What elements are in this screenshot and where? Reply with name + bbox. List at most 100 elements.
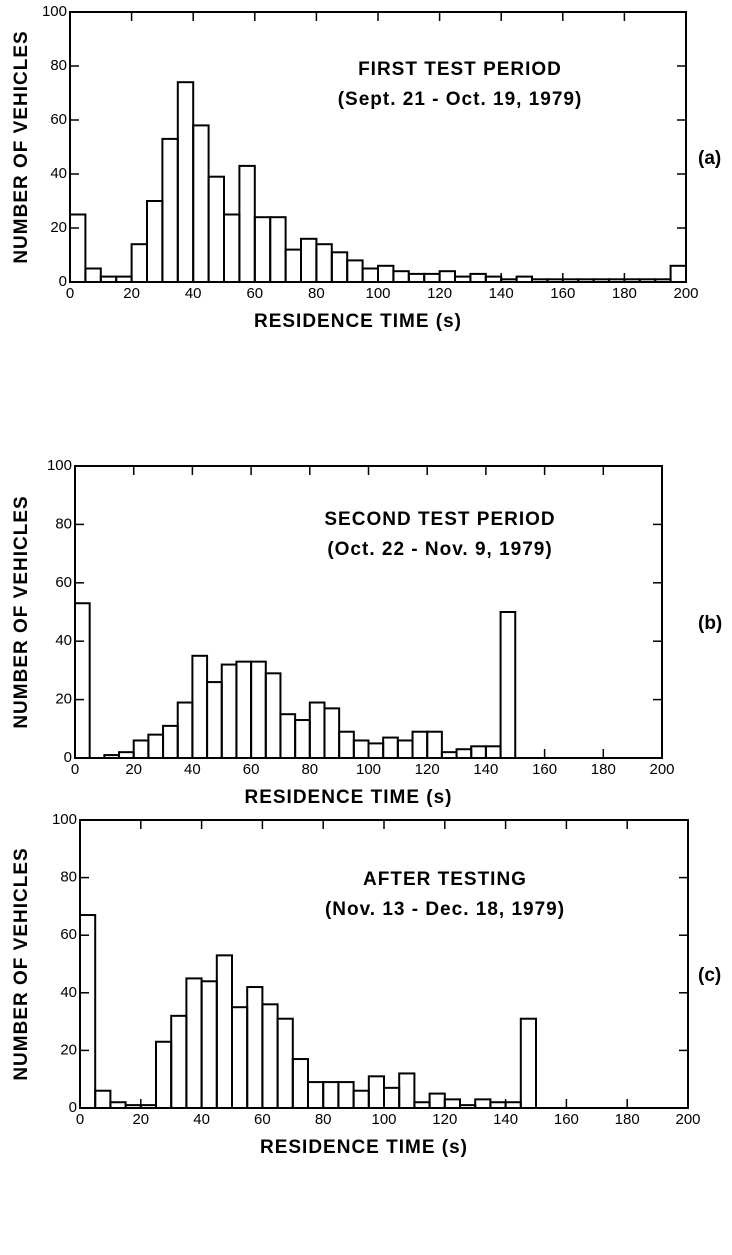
histogram-bar xyxy=(322,1081,340,1109)
histogram-bar xyxy=(438,270,457,284)
histogram-bar xyxy=(84,267,102,283)
y-tick-label: 40 xyxy=(55,632,72,649)
histogram-bar xyxy=(279,713,297,760)
histogram-bar xyxy=(246,986,264,1109)
histogram-bar xyxy=(455,748,473,759)
panel-label: (b) xyxy=(698,613,722,634)
histogram-bar xyxy=(250,660,267,760)
y-axis-label: NUMBER OF VEHICLES xyxy=(11,495,32,728)
histogram-bar xyxy=(146,200,164,283)
histogram-bar xyxy=(261,1003,279,1110)
x-tick-label: 160 xyxy=(550,285,575,302)
histogram-bar xyxy=(330,251,349,284)
y-tick-label: 100 xyxy=(42,3,67,20)
x-tick-label: 20 xyxy=(125,761,142,778)
histogram-bar xyxy=(411,730,429,759)
y-tick-label: 0 xyxy=(59,273,67,290)
x-tick-label: 0 xyxy=(71,761,79,778)
x-tick-label: 100 xyxy=(371,1111,396,1128)
x-tick-label: 140 xyxy=(473,761,498,778)
histogram-bar xyxy=(367,1075,385,1109)
histogram-bar xyxy=(338,730,355,759)
x-tick-label: 140 xyxy=(493,1111,518,1128)
histogram-bar xyxy=(94,1089,112,1109)
histogram-bar xyxy=(396,739,414,759)
histogram-bar xyxy=(200,980,218,1110)
x-tick-label: 120 xyxy=(427,285,452,302)
histogram-bar xyxy=(300,237,318,284)
x-tick-label: 80 xyxy=(308,285,325,302)
chart-title: SECOND TEST PERIOD xyxy=(324,509,555,530)
histogram-bar xyxy=(337,1081,355,1109)
histogram-bar xyxy=(132,739,150,759)
histogram-bar xyxy=(443,1098,461,1109)
y-tick-label: 40 xyxy=(60,984,77,1001)
y-axis-label: NUMBER OF VEHICLES xyxy=(11,30,32,263)
y-tick-label: 60 xyxy=(60,926,77,943)
x-tick-label: 20 xyxy=(132,1111,149,1128)
chart-subtitle: (Oct. 22 - Nov. 9, 1979) xyxy=(327,539,552,560)
histogram-bar xyxy=(220,663,238,759)
y-tick-label: 80 xyxy=(60,869,77,886)
histogram-bar xyxy=(147,733,165,760)
chart-subtitle: (Sept. 21 - Oct. 19, 1979) xyxy=(338,89,583,110)
chart-title: FIRST TEST PERIOD xyxy=(358,59,562,80)
histogram-bar xyxy=(519,1017,537,1109)
y-tick-label: 80 xyxy=(50,57,67,74)
histogram-bar xyxy=(235,660,253,760)
histogram-bar xyxy=(69,213,87,283)
histogram-bar xyxy=(206,681,223,760)
histogram-bar xyxy=(308,701,326,760)
histogram-bar xyxy=(323,707,341,759)
histogram-bar xyxy=(307,1081,325,1109)
y-tick-label: 20 xyxy=(55,691,72,708)
histogram-bar xyxy=(382,736,399,759)
x-axis-label: RESIDENCE TIME (s) xyxy=(244,787,452,808)
x-tick-label: 120 xyxy=(415,761,440,778)
histogram-bar xyxy=(223,213,241,283)
x-tick-label: 180 xyxy=(612,285,637,302)
histogram-bar xyxy=(423,272,441,283)
histogram-bar xyxy=(176,701,194,760)
x-tick-label: 160 xyxy=(554,1111,579,1128)
histogram-bar xyxy=(398,1072,416,1109)
x-tick-label: 160 xyxy=(532,761,557,778)
y-tick-label: 40 xyxy=(50,165,67,182)
x-tick-label: 140 xyxy=(489,285,514,302)
histogram-bar xyxy=(162,724,179,760)
x-axis-label: RESIDENCE TIME (s) xyxy=(254,311,462,332)
x-tick-label: 0 xyxy=(66,285,74,302)
x-tick-label: 100 xyxy=(356,761,381,778)
histogram-bar xyxy=(474,1098,492,1109)
x-tick-label: 0 xyxy=(76,1111,84,1128)
histogram-bar xyxy=(269,216,287,283)
histogram-bar xyxy=(291,1058,309,1110)
x-tick-label: 180 xyxy=(615,1111,640,1128)
histogram-bar xyxy=(161,137,179,283)
x-axis-label: RESIDENCE TIME (s) xyxy=(260,1137,468,1158)
y-tick-label: 60 xyxy=(50,111,67,128)
histogram-bar xyxy=(361,267,380,283)
histogram-bar xyxy=(392,270,410,284)
histogram-bar xyxy=(215,954,234,1109)
x-tick-label: 80 xyxy=(315,1111,332,1128)
histogram-bar xyxy=(470,745,487,760)
histogram-bar xyxy=(276,1017,294,1109)
histogram-bar xyxy=(79,914,97,1109)
x-tick-label: 200 xyxy=(649,761,674,778)
x-tick-label: 40 xyxy=(185,285,202,302)
x-tick-label: 60 xyxy=(243,761,260,778)
x-tick-label: 180 xyxy=(591,761,616,778)
y-tick-label: 80 xyxy=(55,515,72,532)
histogram-bar xyxy=(383,1086,401,1109)
y-tick-label: 60 xyxy=(55,574,72,591)
histogram-bar xyxy=(192,124,210,284)
x-tick-label: 100 xyxy=(365,285,390,302)
x-tick-label: 60 xyxy=(246,285,263,302)
histogram-bar xyxy=(469,272,487,283)
x-tick-label: 40 xyxy=(184,761,201,778)
x-tick-label: 200 xyxy=(675,1111,700,1128)
histogram-bar xyxy=(315,243,333,283)
histogram-bar xyxy=(253,216,272,283)
